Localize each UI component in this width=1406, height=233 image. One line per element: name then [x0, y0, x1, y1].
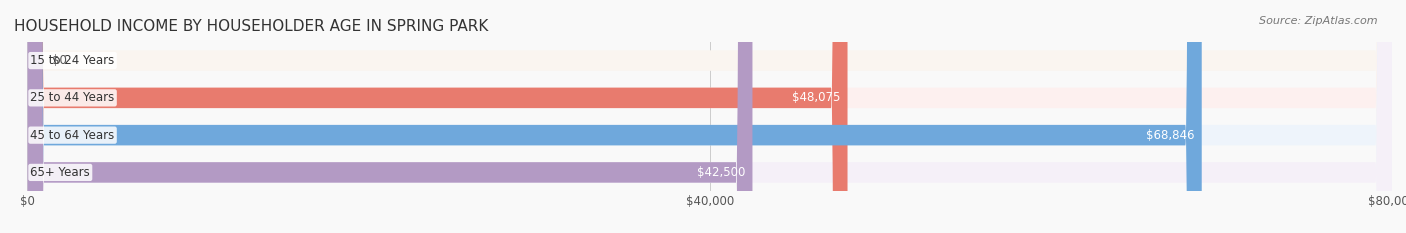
Text: 15 to 24 Years: 15 to 24 Years [31, 54, 115, 67]
FancyBboxPatch shape [28, 0, 1392, 233]
FancyBboxPatch shape [28, 0, 1202, 233]
FancyBboxPatch shape [28, 0, 1392, 233]
FancyBboxPatch shape [28, 0, 1392, 233]
Text: $42,500: $42,500 [697, 166, 745, 179]
Text: Source: ZipAtlas.com: Source: ZipAtlas.com [1260, 16, 1378, 26]
Text: 45 to 64 Years: 45 to 64 Years [31, 129, 115, 142]
FancyBboxPatch shape [28, 0, 848, 233]
FancyBboxPatch shape [28, 0, 752, 233]
Text: 25 to 44 Years: 25 to 44 Years [31, 91, 115, 104]
Text: $48,075: $48,075 [793, 91, 841, 104]
FancyBboxPatch shape [28, 0, 1392, 233]
Text: $68,846: $68,846 [1146, 129, 1195, 142]
Text: $0: $0 [52, 54, 67, 67]
Text: 65+ Years: 65+ Years [31, 166, 90, 179]
Text: HOUSEHOLD INCOME BY HOUSEHOLDER AGE IN SPRING PARK: HOUSEHOLD INCOME BY HOUSEHOLDER AGE IN S… [14, 19, 488, 34]
